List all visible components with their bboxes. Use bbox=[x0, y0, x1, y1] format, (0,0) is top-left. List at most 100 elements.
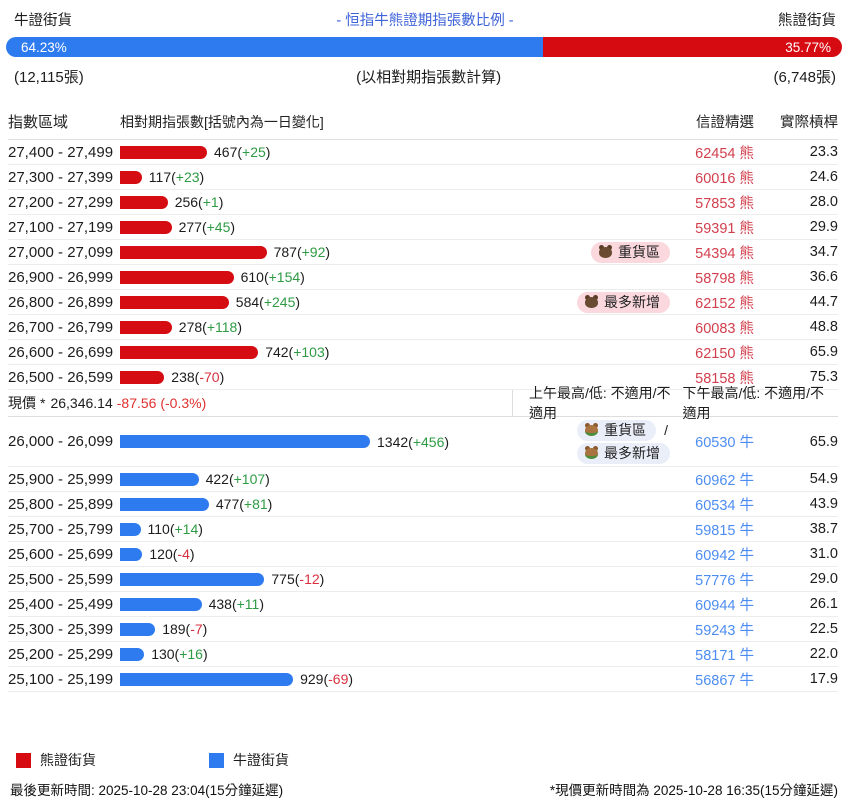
index-range: 25,700 - 25,799 bbox=[8, 520, 114, 538]
contracts-bar bbox=[120, 547, 143, 561]
warrant-code[interactable]: 60944 牛 bbox=[695, 597, 754, 614]
table-row: 27,100 - 27,199 277(+45) 59391 熊 29.9 bbox=[8, 215, 838, 240]
index-range: 25,500 - 25,599 bbox=[8, 570, 114, 588]
effective-leverage: 38.7 bbox=[809, 521, 838, 537]
paren-close: ) bbox=[202, 621, 208, 637]
paren-open: ( bbox=[263, 269, 269, 285]
badge-label: 最多新增 bbox=[604, 445, 660, 461]
effective-leverage: 26.1 bbox=[809, 596, 838, 612]
contracts-value: 477 bbox=[215, 496, 240, 512]
legend-label-bull: 牛證街貨 bbox=[233, 752, 289, 768]
contracts-value-text: 110(+14) bbox=[148, 521, 203, 537]
warrant-code[interactable]: 59815 牛 bbox=[695, 522, 754, 539]
warrant-code[interactable]: 56867 牛 bbox=[695, 672, 754, 689]
effective-leverage: 31.0 bbox=[809, 546, 838, 562]
warrant-code[interactable]: 62150 熊 bbox=[695, 345, 754, 362]
index-range: 25,800 - 25,899 bbox=[8, 495, 114, 513]
effective-leverage: 54.9 bbox=[809, 471, 838, 487]
index-range: 27,300 - 27,399 bbox=[8, 168, 114, 186]
contracts-bar bbox=[120, 370, 165, 384]
table-row: 27,300 - 27,399 117(+23) 60016 熊 24.6 bbox=[8, 165, 838, 190]
header-index-range: 指數區域 bbox=[8, 114, 69, 131]
warrant-code[interactable]: 58171 牛 bbox=[695, 647, 754, 664]
contracts-day-change: +23 bbox=[175, 169, 200, 185]
contracts-value: 130 bbox=[151, 646, 175, 662]
contracts-bar bbox=[120, 320, 172, 334]
contracts-bar-cell: 467(+25) bbox=[120, 144, 670, 160]
contracts-value-text: 467(+25) bbox=[214, 144, 270, 160]
bull-bear-ratio-bar: 64.23% 35.77% bbox=[6, 37, 842, 57]
ratio-header: 牛證街貨 - 恒指牛熊證期指張數比例 - 熊證街貨 bbox=[8, 0, 838, 37]
warrant-code[interactable]: 60083 熊 bbox=[695, 320, 754, 337]
contracts-value-text: 929(-69) bbox=[300, 671, 353, 687]
contracts-bar-cell: 742(+103) bbox=[120, 344, 670, 360]
paren-open: ( bbox=[237, 144, 243, 160]
contracts-value-text: 256(+1) bbox=[175, 194, 224, 210]
table-row: 25,100 - 25,199 929(-69) 56867 牛 17.9 bbox=[8, 667, 838, 692]
contracts-value: 1342 bbox=[377, 433, 409, 450]
warrant-code[interactable]: 59243 牛 bbox=[695, 622, 754, 639]
bull-icon bbox=[584, 446, 599, 460]
legend-swatch-bear bbox=[16, 752, 31, 768]
bull-side-label: 牛證街貨 bbox=[14, 13, 72, 29]
contracts-bar-cell: 277(+45) bbox=[120, 219, 670, 235]
contracts-bar bbox=[120, 572, 265, 586]
index-range: 26,600 - 26,699 bbox=[8, 343, 114, 361]
paren-open: ( bbox=[201, 219, 207, 235]
contracts-day-change: -70 bbox=[199, 369, 220, 385]
badge-line: 重貨區 bbox=[591, 241, 670, 263]
contracts-day-change: +103 bbox=[293, 344, 325, 360]
spot-price-label: 現價 bbox=[8, 395, 36, 411]
paren-open: ( bbox=[231, 596, 237, 612]
effective-leverage: 29.0 bbox=[809, 571, 838, 587]
warrant-code[interactable]: 60962 牛 bbox=[695, 472, 754, 489]
bear-section: 27,400 - 27,499 467(+25) 62454 熊 23.3 27… bbox=[8, 140, 838, 390]
most-added-badge: 最多新增 bbox=[577, 442, 670, 464]
paren-close: ) bbox=[199, 169, 205, 185]
warrant-code[interactable]: 57853 熊 bbox=[695, 195, 754, 212]
contracts-value: 775 bbox=[271, 571, 295, 587]
contracts-value-text: 277(+45) bbox=[179, 219, 235, 235]
warrant-code[interactable]: 60534 牛 bbox=[695, 497, 754, 514]
heavy-zone-badge: 重貨區 bbox=[591, 241, 670, 263]
warrant-code[interactable]: 60942 牛 bbox=[695, 547, 754, 564]
paren-close: ) bbox=[267, 496, 273, 512]
paren-open: ( bbox=[296, 244, 302, 260]
effective-leverage: 17.9 bbox=[809, 671, 838, 687]
warrant-code[interactable]: 62152 熊 bbox=[695, 295, 754, 312]
contracts-bar-cell: 929(-69) bbox=[120, 671, 670, 687]
warrant-code[interactable]: 60016 熊 bbox=[695, 170, 754, 187]
contracts-value: 787 bbox=[273, 244, 297, 260]
contracts-value: 189 bbox=[162, 621, 186, 637]
warrant-code[interactable]: 62454 熊 bbox=[695, 145, 754, 162]
paren-close: ) bbox=[219, 369, 225, 385]
warrant-code[interactable]: 54394 熊 bbox=[695, 245, 754, 262]
legend: 熊證街貨 牛證街貨 bbox=[8, 750, 838, 770]
last-update-time: 最後更新時間: 2025-10-28 23:04(15分鐘延遲) bbox=[10, 783, 284, 798]
warrant-code[interactable]: 60530 牛 bbox=[695, 435, 754, 451]
table-row: 27,400 - 27,499 467(+25) 62454 熊 23.3 bbox=[8, 140, 838, 165]
paren-open: ( bbox=[408, 433, 413, 450]
table-row: 25,200 - 25,299 130(+16) 58171 牛 22.0 bbox=[8, 642, 838, 667]
contracts-bar bbox=[120, 672, 294, 686]
badge-line: 重貨區 / bbox=[577, 419, 670, 441]
contracts-day-change: +107 bbox=[233, 471, 266, 487]
spot-price-value: 26,346.14 bbox=[50, 395, 113, 411]
warrant-code[interactable]: 59391 熊 bbox=[695, 220, 754, 237]
contracts-value-text: 422(+107) bbox=[206, 471, 270, 487]
paren-close: ) bbox=[265, 471, 270, 487]
badge-area: 重貨區 bbox=[591, 241, 670, 263]
warrant-code[interactable]: 58798 熊 bbox=[695, 270, 754, 287]
paren-close: ) bbox=[189, 546, 195, 562]
paren-open: ( bbox=[259, 294, 264, 310]
contracts-bar bbox=[120, 435, 370, 448]
contracts-value: 238 bbox=[171, 369, 195, 385]
contracts-bar-cell: 110(+14) bbox=[120, 521, 670, 537]
warrant-code[interactable]: 58158 熊 bbox=[695, 370, 754, 387]
paren-open: ( bbox=[171, 169, 176, 185]
contracts-value-text: 278(+118) bbox=[179, 319, 242, 335]
warrant-code[interactable]: 57776 牛 bbox=[695, 572, 754, 589]
paren-open: ( bbox=[239, 496, 244, 512]
badge-separator: / bbox=[664, 422, 668, 438]
paren-close: ) bbox=[324, 344, 330, 360]
